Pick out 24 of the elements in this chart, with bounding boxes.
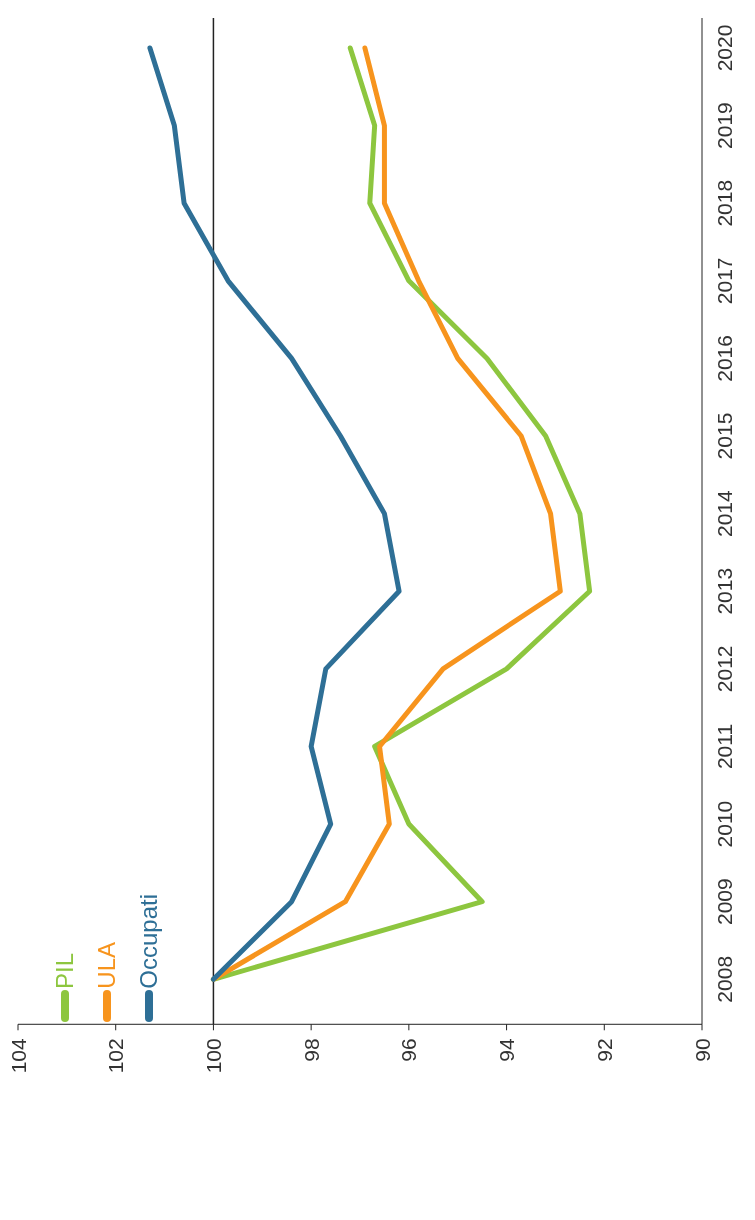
x-tick-label: 102 bbox=[104, 1038, 128, 1074]
x-tick-label: 96 bbox=[397, 1038, 421, 1062]
y-tick-label: 2010 bbox=[713, 800, 736, 848]
y-tick-label: 2020 bbox=[713, 24, 736, 72]
y-tick-label: 2009 bbox=[713, 878, 736, 926]
x-tick-label: 92 bbox=[592, 1038, 616, 1062]
y-tick-label: 2012 bbox=[713, 645, 736, 693]
y-tick-label: 2014 bbox=[713, 489, 736, 537]
text: Occupati bbox=[135, 894, 162, 989]
y-tick-label: 2008 bbox=[713, 955, 736, 1003]
x-tick-label: 90 bbox=[690, 1038, 714, 1062]
text: PIL bbox=[51, 952, 78, 989]
y-tick-label: 2013 bbox=[713, 567, 736, 615]
x-tick-label: 100 bbox=[201, 1038, 225, 1074]
y-tick-label: 2019 bbox=[713, 102, 736, 149]
y-tick-label: 2018 bbox=[713, 179, 736, 227]
x-tick-label: 104 bbox=[6, 1037, 30, 1074]
x-tick-label: 94 bbox=[495, 1037, 519, 1062]
y-tick-label: 2015 bbox=[713, 412, 736, 460]
y-tick-label: 2011 bbox=[713, 723, 736, 770]
y-tick-label: 2017 bbox=[713, 257, 736, 305]
text: ULA bbox=[93, 942, 120, 989]
y-tick-label: 2016 bbox=[713, 335, 736, 382]
x-tick-label: 98 bbox=[299, 1038, 323, 1062]
